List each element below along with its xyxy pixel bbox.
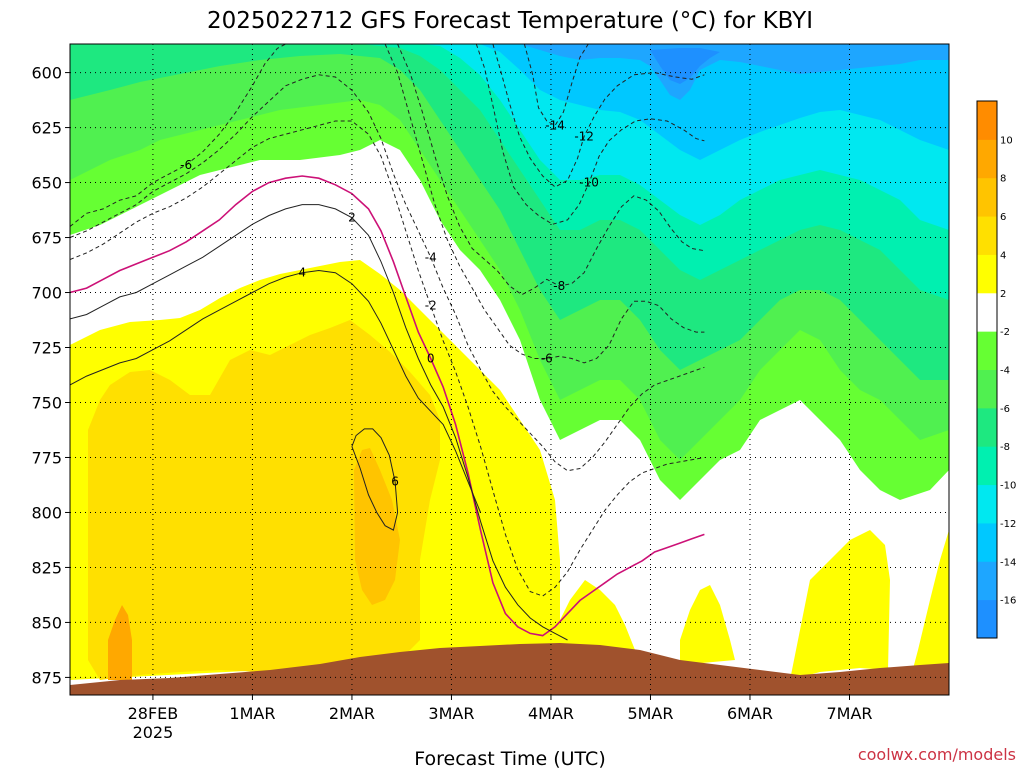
terrain-fill [70,643,949,695]
y-tick-label: 875 [31,668,62,687]
y-tick-label: 825 [31,558,62,577]
contour-line [70,204,568,641]
colorbar-swatch [977,446,997,486]
colorbar-swatch [977,561,997,601]
colorbar-label: -10 [1000,481,1016,492]
y-tick-label: 750 [31,393,62,412]
colorbar-label: 6 [1000,212,1006,223]
credit-text: coolwx.com/models [858,745,1016,764]
colorbar-swatch [977,484,997,524]
x-tick-sublabel: 2025 [133,723,174,742]
contour-labels: -14 -12 -10 -8 -6 -6 -4 -2 0 2 4 6 [180,118,599,488]
contour-line [70,269,481,513]
colorbar-label: -2 [1000,327,1010,338]
plot-frame [69,43,950,696]
contour-line [70,120,705,597]
band-orange-peak [108,605,132,680]
contour-line [70,175,705,637]
colorbar-frame [976,100,998,639]
band-yellow-east-4 [910,530,949,680]
colorbar-swatch [977,331,997,370]
y-axis-ticks: 600 625 650 675 700 725 750 775 800 825 850 875 [31,64,70,687]
band-blue [520,44,949,100]
colorbar-label: -14 [1000,557,1016,568]
colorbar-swatch [977,177,997,217]
colorbar-label: 10 [1000,135,1013,146]
colorbar: -16 -14 -12 -10 -8 -6 -4 -2 2 4 6 8 10 [976,100,1016,639]
colorbar-label: 4 [1000,250,1006,261]
contour-line [70,44,286,227]
grid [70,44,949,695]
contour-line [492,44,705,188]
x-tick-label: 6MAR [727,704,773,723]
y-tick-label: 650 [31,174,62,193]
y-tick-label: 725 [31,339,62,358]
colorbar-label: -16 [1000,596,1016,607]
colorbar-swatch [977,216,997,255]
contour-line [397,44,705,296]
contour-label: -4 [425,250,437,264]
band-yellow-east-2 [680,585,735,665]
y-tick-label: 775 [31,448,62,467]
band-deepblue [650,48,720,84]
contour-label: 2 [348,211,356,225]
band-orange [354,448,400,605]
contour-label: -6 [180,158,192,172]
colorbar-swatch [977,292,997,332]
x-tick-label: 2MAR [329,704,375,723]
x-tick-label: 5MAR [627,704,673,723]
colorbar-swatch [977,101,997,140]
colorbar-label: -4 [1000,366,1010,377]
contour-line [384,44,705,364]
contour-label: -12 [574,129,594,143]
colorbar-label: -8 [1000,442,1010,453]
y-tick-label: 700 [31,284,62,303]
colorbar-swatch [977,522,997,562]
colorbar-swatch [977,254,997,294]
colorbar-swatch [977,369,997,409]
x-tick-label: 7MAR [826,704,872,723]
y-tick-label: 850 [31,613,62,632]
colorbar-swatch [977,139,997,179]
y-tick-label: 600 [31,64,62,83]
x-tick-label: 3MAR [428,704,474,723]
band-lightblue [480,44,949,160]
contour-line [70,74,705,472]
contour-label: -6 [541,352,553,366]
contour-label: -10 [579,176,599,190]
colorbar-swatch [977,407,997,447]
band-yellow-east-1 [560,580,635,650]
x-axis-title: Forecast Time (UTC) [414,748,605,768]
contour-lines [70,44,705,641]
colorbar-label: -6 [1000,404,1010,415]
x-tick-label: 28FEB [128,704,179,723]
plot-area: -14 -12 -10 -8 -6 -6 -4 -2 0 2 4 6 [70,44,949,695]
contour-label: 0 [427,352,435,366]
y-tick-label: 625 [31,119,62,138]
colorbar-label: 2 [1000,289,1006,300]
contour-line [523,44,589,127]
contour-label: -2 [425,299,437,313]
y-tick-label: 800 [31,503,62,522]
y-tick-label: 675 [31,229,62,248]
chart-title: 2025022712 GFS Forecast Temperature (°C)… [207,8,813,34]
contour-line [351,428,399,531]
colorbar-label: -12 [1000,519,1016,530]
colorbar-swatch [977,599,997,639]
contour-label: -8 [553,279,565,293]
x-tick-label: 1MAR [229,704,275,723]
x-tick-label: 4MAR [528,704,574,723]
contour-label: 6 [391,475,399,489]
contour-label: 4 [298,266,306,280]
contour-label: -14 [545,118,565,132]
colorbar-label: 8 [1000,174,1006,185]
